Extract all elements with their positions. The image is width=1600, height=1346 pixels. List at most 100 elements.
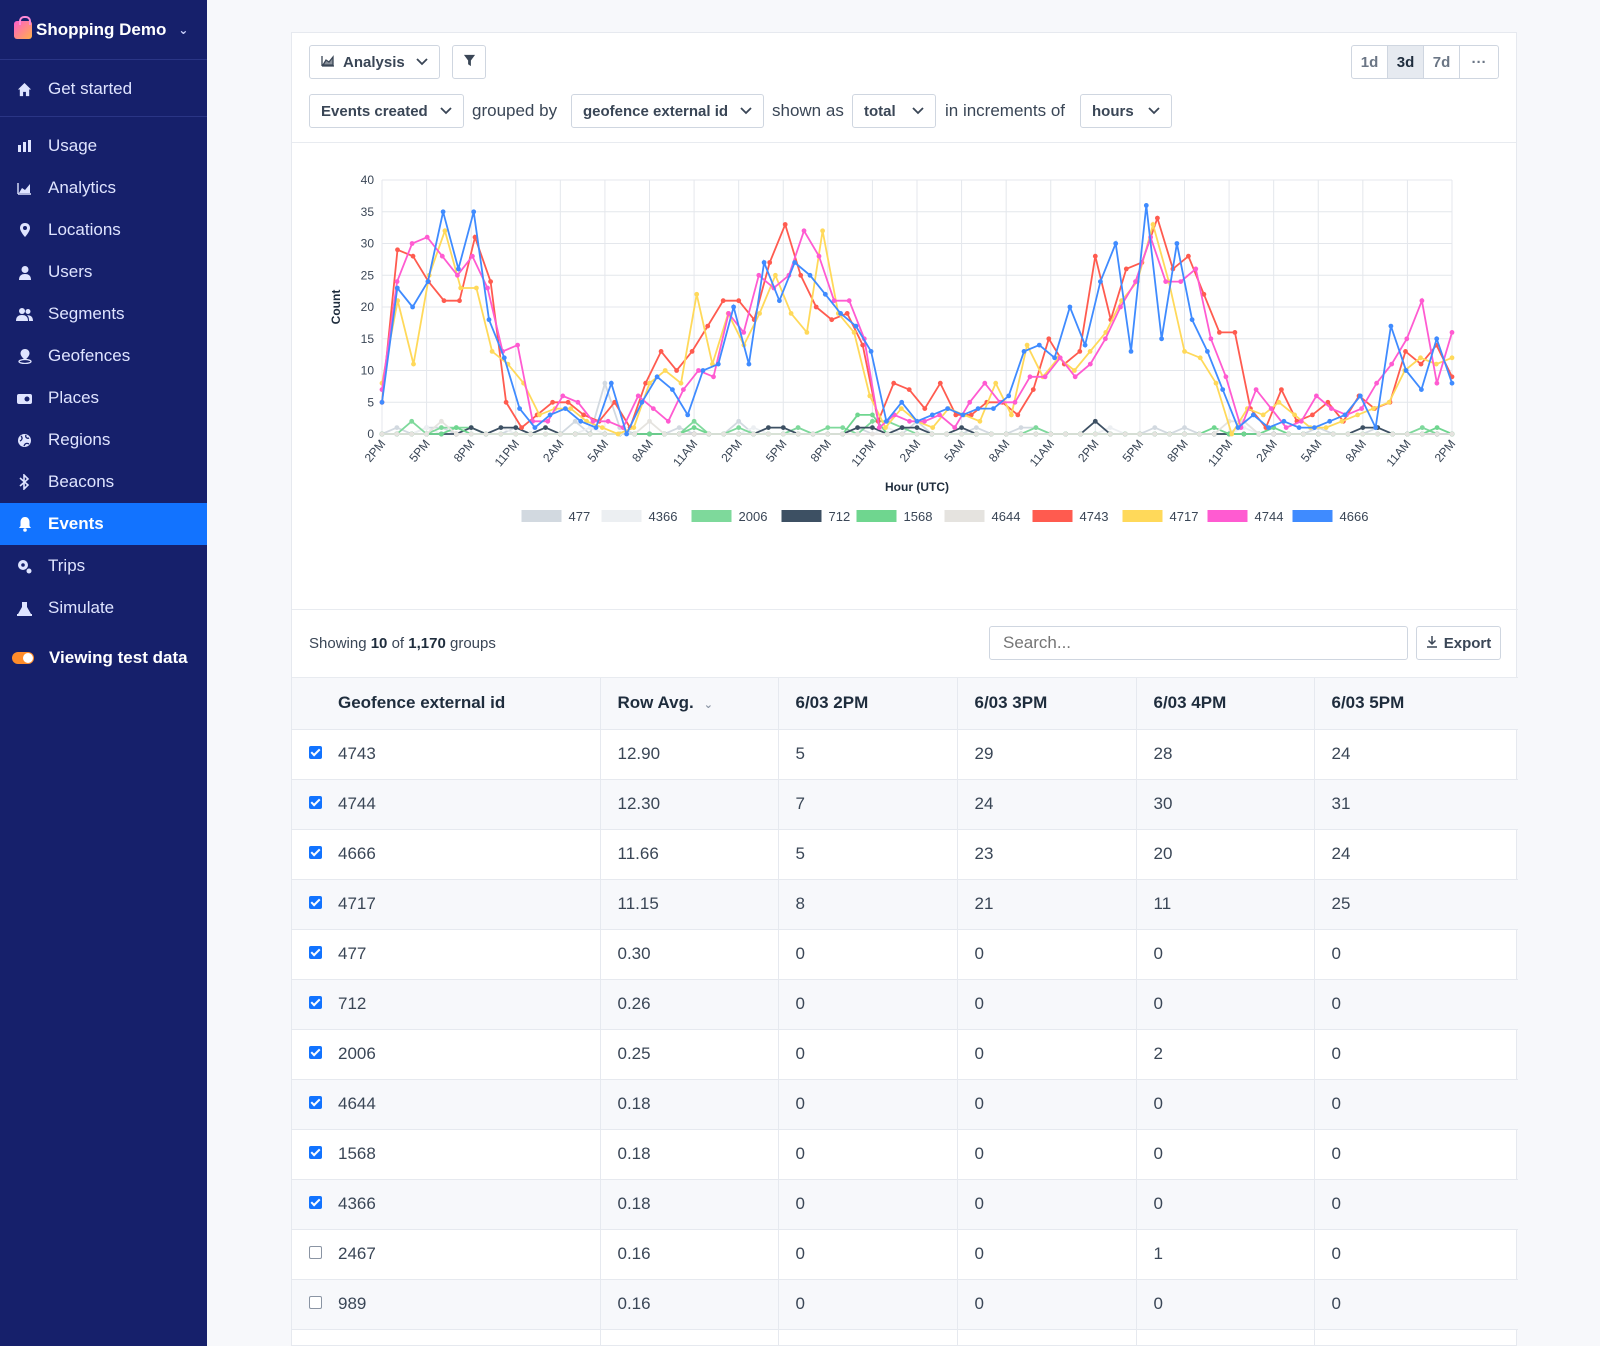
row-checkbox[interactable] <box>309 1046 322 1060</box>
legend-item-712[interactable]: 712 <box>781 509 851 524</box>
legend-item-4717[interactable]: 4717 <box>1122 509 1199 524</box>
data-point-4644 <box>884 431 890 437</box>
shown-as-select[interactable]: total <box>852 94 936 128</box>
sidebar-item-geofences[interactable]: Geofences <box>0 335 207 377</box>
row-checkbox[interactable] <box>309 1296 322 1310</box>
data-point-4644 <box>1182 431 1187 437</box>
range-3d[interactable]: 3d <box>1388 46 1424 78</box>
x-tick-label: 5PM <box>763 437 790 465</box>
table-row[interactable]: 4717 11.15 8 21 11 25 <box>292 879 1518 930</box>
x-tick-label: 11AM <box>1383 437 1413 469</box>
table-row[interactable]: 4666 11.66 5 23 20 24 <box>292 829 1518 880</box>
data-point-4666 <box>761 260 767 265</box>
table-row[interactable]: 4744 12.30 7 24 30 31 <box>292 779 1518 830</box>
data-point-4644 <box>572 431 578 437</box>
increment-select[interactable]: hours <box>1080 94 1172 128</box>
legend-item-4666[interactable]: 4666 <box>1292 509 1369 524</box>
hour-value-cell: 0 <box>1314 1129 1518 1180</box>
column-header-id[interactable]: Geofence external id <box>292 678 601 730</box>
data-point-4666 <box>425 279 431 284</box>
test-data-toggle[interactable]: Viewing test data <box>0 637 207 679</box>
showing-prefix: Showing <box>309 635 367 652</box>
legend-item-4644[interactable]: 4644 <box>944 509 1021 524</box>
table-row[interactable]: 23850.140102 <box>292 1329 1518 1346</box>
sidebar-item-segments[interactable]: Segments <box>0 293 207 335</box>
row-checkbox[interactable] <box>309 1096 322 1110</box>
hour-value-cell: 5 <box>778 729 958 780</box>
data-point-4666 <box>1174 241 1180 246</box>
column-header-hour[interactable]: 6/03 3PM <box>957 678 1137 730</box>
sidebar-item-simulate[interactable]: Simulate <box>0 587 207 629</box>
row-checkbox[interactable] <box>309 1146 322 1160</box>
view-select[interactable]: Analysis <box>309 45 440 79</box>
row-checkbox[interactable] <box>309 996 322 1010</box>
org-switcher[interactable]: Shopping Demo ⌄ <box>0 0 207 60</box>
sidebar-item-get-started[interactable]: Get started <box>0 68 207 110</box>
hour-value-cell: 0 <box>1314 1029 1518 1080</box>
row-checkbox[interactable] <box>309 1196 322 1210</box>
data-point-712 <box>543 425 548 430</box>
filter-button[interactable] <box>452 45 486 79</box>
sidebar-item-locations[interactable]: Locations <box>0 209 207 251</box>
column-header-hour[interactable]: 6/03 5PM <box>1314 678 1518 730</box>
legend-item-1568[interactable]: 1568 <box>856 509 933 524</box>
range-7d[interactable]: 7d <box>1424 46 1460 78</box>
data-point-2006 <box>825 425 831 430</box>
sidebar-item-users[interactable]: Users <box>0 251 207 293</box>
sidebar-item-usage[interactable]: Usage <box>0 125 207 167</box>
data-point-4744 <box>1163 279 1169 284</box>
data-point-4666 <box>593 425 599 430</box>
data-point-4666 <box>1296 425 1302 430</box>
data-point-4666 <box>899 399 905 405</box>
data-point-4744 <box>967 399 973 405</box>
row-checkbox[interactable] <box>309 896 322 910</box>
legend-item-2006[interactable]: 2006 <box>691 509 768 524</box>
hour-value-cell: 0 <box>778 979 958 1030</box>
data-point-4644 <box>513 431 519 437</box>
x-tick-label: 2PM <box>718 437 745 465</box>
table-row[interactable]: 4743 12.90 5 29 28 24 <box>292 729 1518 780</box>
data-point-1568 <box>1211 425 1217 430</box>
legend-item-4743[interactable]: 4743 <box>1032 509 1109 524</box>
data-point-4743 <box>457 298 462 304</box>
table-row[interactable]: 4644 0.18 0 0 0 0 <box>292 1079 1518 1130</box>
column-header-row-avg[interactable]: Row Avg. ⌄ <box>600 678 779 730</box>
row-checkbox[interactable] <box>309 746 322 760</box>
sidebar-item-regions[interactable]: Regions <box>0 419 207 461</box>
table-row[interactable]: 989 0.16 0 0 0 0 <box>292 1279 1518 1330</box>
group-select[interactable]: geofence external id <box>571 94 764 128</box>
table-row[interactable]: 2006 0.25 0 0 2 0 <box>292 1029 1518 1080</box>
sidebar-item-trips[interactable]: Trips <box>0 545 207 587</box>
data-point-4666 <box>700 368 706 373</box>
data-point-4717 <box>820 228 825 234</box>
sidebar-item-beacons[interactable]: Beacons <box>0 461 207 503</box>
column-header-hour[interactable]: 6/03 2PM <box>778 678 958 730</box>
table-row[interactable]: 2467 0.16 0 0 1 0 <box>292 1229 1518 1280</box>
sidebar-item-label: Regions <box>48 430 111 449</box>
row-checkbox[interactable] <box>309 1246 322 1260</box>
legend-item-4366[interactable]: 4366 <box>601 509 678 524</box>
more-options-button[interactable]: ··· <box>1471 53 1487 71</box>
sidebar-item-places[interactable]: Places <box>0 377 207 419</box>
row-checkbox[interactable] <box>309 946 322 960</box>
metric-select[interactable]: Events created <box>309 94 464 128</box>
sidebar-item-analytics[interactable]: Analytics <box>0 167 207 209</box>
sidebar-item-events[interactable]: Events <box>0 503 207 545</box>
hour-value-cell: 2 <box>1136 1029 1315 1080</box>
column-header-hour[interactable]: 6/03 4PM <box>1136 678 1315 730</box>
toggle-switch[interactable] <box>12 652 34 664</box>
table-row[interactable]: 4366 0.18 0 0 0 0 <box>292 1179 1518 1230</box>
export-button[interactable]: Export <box>1416 626 1501 660</box>
table-row[interactable]: 477 0.30 0 0 0 0 <box>292 929 1518 980</box>
table-row[interactable]: 1568 0.18 0 0 0 0 <box>292 1129 1518 1180</box>
table-row[interactable]: 712 0.26 0 0 0 0 <box>292 979 1518 1030</box>
sort-desc-icon: ⌄ <box>703 699 713 712</box>
geofence-id-cell: 4666 <box>292 829 601 880</box>
legend-item-4744[interactable]: 4744 <box>1207 509 1284 524</box>
search-input[interactable] <box>989 626 1408 660</box>
range-1d[interactable]: 1d <box>1352 46 1388 78</box>
row-checkbox[interactable] <box>309 846 322 860</box>
legend-item-477[interactable]: 477 <box>521 509 591 524</box>
row-checkbox[interactable] <box>309 796 322 810</box>
sidebar-item-label: Places <box>48 388 100 407</box>
